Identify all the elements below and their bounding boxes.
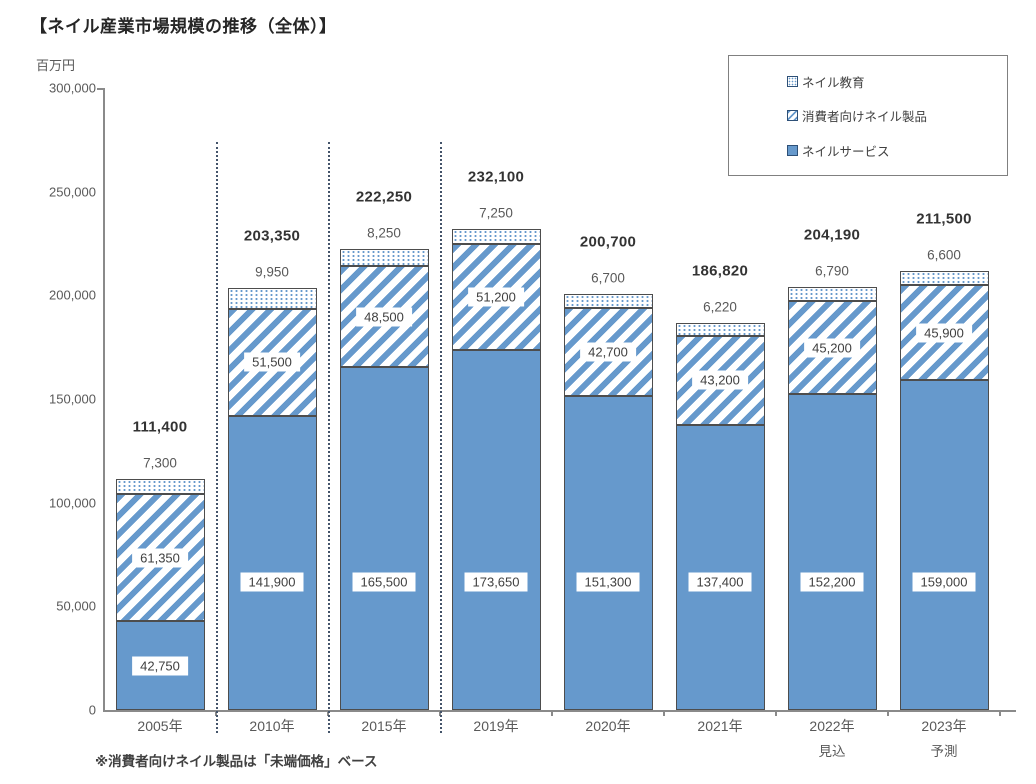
segment-value-label: 6,790 bbox=[815, 263, 849, 279]
bar-segment-solid bbox=[451, 349, 541, 710]
y-axis-tick-label: 0 bbox=[88, 702, 96, 718]
segment-value-label: 42,700 bbox=[580, 342, 636, 362]
legend-item: ネイルサービス bbox=[787, 141, 1007, 160]
bar-segment-dots bbox=[339, 249, 429, 267]
legend-item-label: ネイルサービス bbox=[802, 144, 890, 159]
x-axis-category-label: 2019年 bbox=[473, 718, 519, 734]
segment-value-label: 43,200 bbox=[692, 370, 748, 390]
bar-segment-dots bbox=[899, 271, 989, 286]
bar-total-label: 111,400 bbox=[132, 418, 188, 436]
segment-value-label: 159,000 bbox=[912, 572, 976, 592]
bar-total-label: 204,190 bbox=[803, 226, 861, 244]
x-axis-category-label: 2005年 bbox=[137, 718, 183, 734]
bar-segment-solid bbox=[339, 366, 429, 710]
segment-value-label: 61,350 bbox=[132, 548, 188, 568]
x-axis-category-label: 2023年 bbox=[921, 718, 967, 734]
segment-value-label: 141,900 bbox=[240, 572, 304, 592]
x-axis-tick bbox=[775, 710, 777, 716]
x-axis-category-label: 2021年 bbox=[697, 718, 743, 734]
bar-segment-dots bbox=[227, 288, 317, 309]
x-axis-category-label: 2022年 bbox=[809, 718, 855, 734]
legend-item-label: 消費者向けネイル製品 bbox=[802, 110, 928, 124]
bar-segment-solid bbox=[227, 415, 317, 710]
segment-value-label: 151,300 bbox=[576, 572, 640, 592]
bar-total-label: 222,250 bbox=[355, 188, 413, 206]
segment-value-label: 7,250 bbox=[479, 205, 513, 221]
x-axis-category-sublabel: 予測 bbox=[930, 744, 958, 759]
y-axis-tick-label: 300,000 bbox=[49, 80, 96, 96]
x-axis-category-label: 2010年 bbox=[249, 718, 295, 734]
segment-value-label: 45,900 bbox=[916, 323, 972, 343]
bar-total-label: 200,700 bbox=[579, 233, 637, 251]
y-axis-tick-label: 200,000 bbox=[49, 287, 96, 303]
segment-value-label: 7,300 bbox=[143, 455, 177, 471]
chart-title: 【ネイル産業市場規模の推移（全体）】 bbox=[30, 17, 337, 36]
y-axis-tick-label: 100,000 bbox=[49, 495, 96, 511]
segment-value-label: 9,950 bbox=[255, 264, 289, 280]
segment-value-label: 6,700 bbox=[591, 270, 625, 286]
x-axis-category-label: 2015年 bbox=[361, 718, 407, 734]
segment-value-label: 48,500 bbox=[356, 307, 412, 327]
segment-value-label: 173,650 bbox=[464, 572, 528, 592]
bar-total-label: 186,820 bbox=[691, 262, 749, 280]
x-axis-category-sublabel: 見込 bbox=[818, 744, 846, 759]
bar-segment-dots bbox=[675, 322, 765, 336]
y-axis-top-tick bbox=[97, 88, 103, 90]
bar-segment-solid bbox=[787, 394, 877, 710]
y-axis-line bbox=[103, 88, 105, 710]
x-axis-tick bbox=[999, 710, 1001, 716]
segment-value-label: 51,500 bbox=[244, 352, 300, 372]
segment-value-label: 152,200 bbox=[800, 572, 864, 592]
bar-segment-solid bbox=[563, 396, 653, 710]
x-axis-category-label: 2020年 bbox=[585, 718, 631, 734]
legend-box: ネイル教育消費者向けネイル製品 ネイルサービス bbox=[728, 55, 1008, 176]
bar-segment-dots bbox=[563, 293, 653, 308]
y-axis-tick-label: 150,000 bbox=[49, 391, 96, 407]
bar-segment-dots bbox=[451, 228, 541, 244]
bar-segment-solid bbox=[675, 425, 765, 710]
solid-square-swatch-icon bbox=[787, 144, 798, 156]
bar-segment-solid bbox=[899, 380, 989, 710]
segment-value-label: 45,200 bbox=[804, 338, 860, 358]
x-axis-tick bbox=[887, 710, 889, 716]
bar-segment-hatch bbox=[787, 300, 877, 395]
y-axis-unit-label: 百万円 bbox=[36, 58, 76, 73]
bar-total-label: 211,500 bbox=[916, 210, 972, 228]
x-axis-tick bbox=[551, 710, 553, 716]
bar-total-label: 203,350 bbox=[243, 227, 301, 245]
segment-value-label: 42,750 bbox=[132, 656, 188, 676]
footnote: ※消費者向けネイル製品は「未端価格」ベース bbox=[95, 754, 378, 769]
segment-value-label: 6,600 bbox=[927, 247, 961, 263]
hatched-square-swatch-icon bbox=[787, 110, 798, 121]
bar-segment-dots bbox=[787, 286, 877, 301]
segment-value-label: 8,250 bbox=[367, 225, 401, 241]
segment-value-label: 51,200 bbox=[468, 287, 524, 307]
legend-item: ネイル教育 bbox=[787, 72, 1007, 91]
period-separator-line bbox=[440, 142, 442, 733]
period-separator-line bbox=[216, 142, 218, 733]
bar-segment-hatch bbox=[451, 243, 541, 350]
x-axis-tick bbox=[663, 710, 665, 716]
bar-segment-hatch bbox=[115, 494, 205, 622]
legend-item: 消費者向けネイル製品 bbox=[787, 106, 1007, 125]
y-axis-tick-label: 250,000 bbox=[49, 184, 96, 200]
dotted-square-swatch-icon bbox=[787, 75, 798, 87]
y-axis-tick-label: 50,000 bbox=[56, 598, 96, 614]
segment-value-label: 165,500 bbox=[352, 572, 416, 592]
bar-total-label: 232,100 bbox=[467, 168, 525, 186]
period-separator-line bbox=[328, 142, 330, 733]
legend-item-label: ネイル教育 bbox=[802, 75, 865, 90]
segment-value-label: 6,220 bbox=[703, 299, 737, 315]
x-axis-line bbox=[103, 710, 1016, 712]
segment-value-label: 137,400 bbox=[688, 572, 752, 592]
bar-segment-dots bbox=[115, 479, 205, 495]
